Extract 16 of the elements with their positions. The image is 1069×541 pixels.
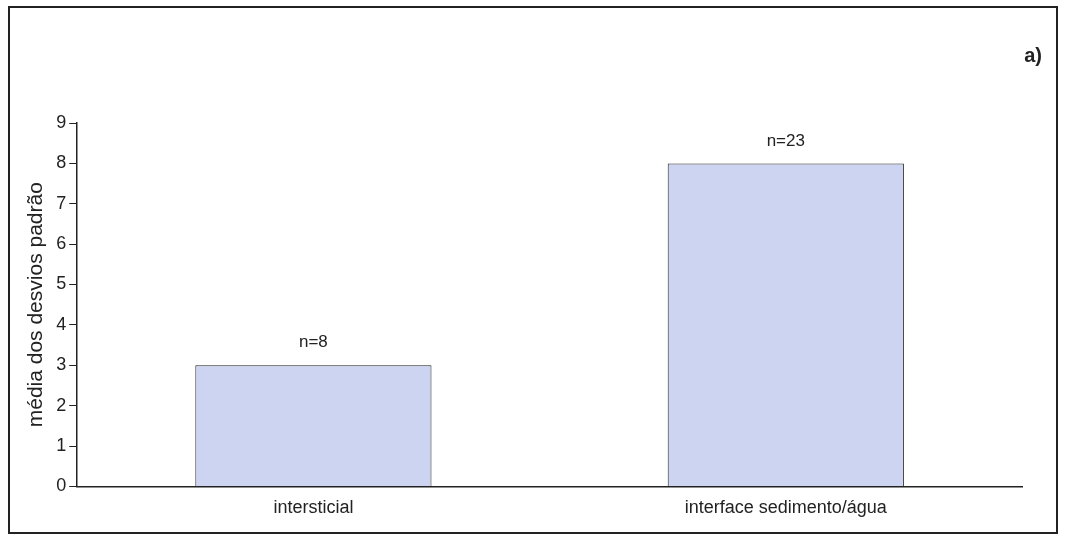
y-tick-label: 8 <box>56 152 67 173</box>
y-axis-title: média dos desvios padrão <box>23 182 47 428</box>
y-tick-label: 6 <box>56 233 67 254</box>
y-tick-label: 0 <box>56 475 67 496</box>
chart-title: a) <box>1024 43 1042 66</box>
y-tick-label: 5 <box>56 273 67 294</box>
x-tick-label: interface sedimento/água <box>684 497 888 518</box>
annotation: n=23 <box>766 130 805 150</box>
annotation: n=8 <box>298 332 328 352</box>
y-tick-label: 9 <box>56 111 67 132</box>
y-tick-label: 2 <box>56 394 67 415</box>
y-tick-label: 3 <box>56 354 67 375</box>
x-tick-label: intersticial <box>273 497 354 518</box>
y-tick-label: 4 <box>56 313 67 334</box>
y-tick-label: 7 <box>56 192 67 213</box>
y-tick-label: 1 <box>56 434 67 455</box>
